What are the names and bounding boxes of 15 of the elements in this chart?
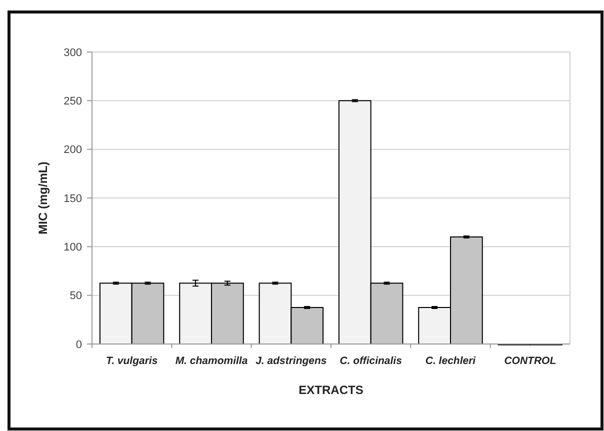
x-tick-label: C. officinalis [340,355,402,367]
y-tick-label: 0 [76,338,82,351]
y-tick-label: 300 [64,46,82,59]
x-tick-label: J. adstringens [256,355,327,367]
y-tick-label: 100 [64,242,82,254]
x-tick-label: T. vulgaris [106,355,158,367]
y-tick-label: 250 [64,96,82,108]
y-tick-label: 200 [64,144,82,156]
y-tick-label: 50 [70,290,82,302]
x-tick-label: C. lechleri [425,355,477,367]
x-axis-title: EXTRACTS [298,383,364,397]
x-tick-label: M. chamomilla [175,355,248,367]
y-axis-title: MIC (mg/mL) [36,162,50,234]
x-tick-label: CONTROL [504,355,556,367]
y-tick-label: 150 [64,192,82,205]
